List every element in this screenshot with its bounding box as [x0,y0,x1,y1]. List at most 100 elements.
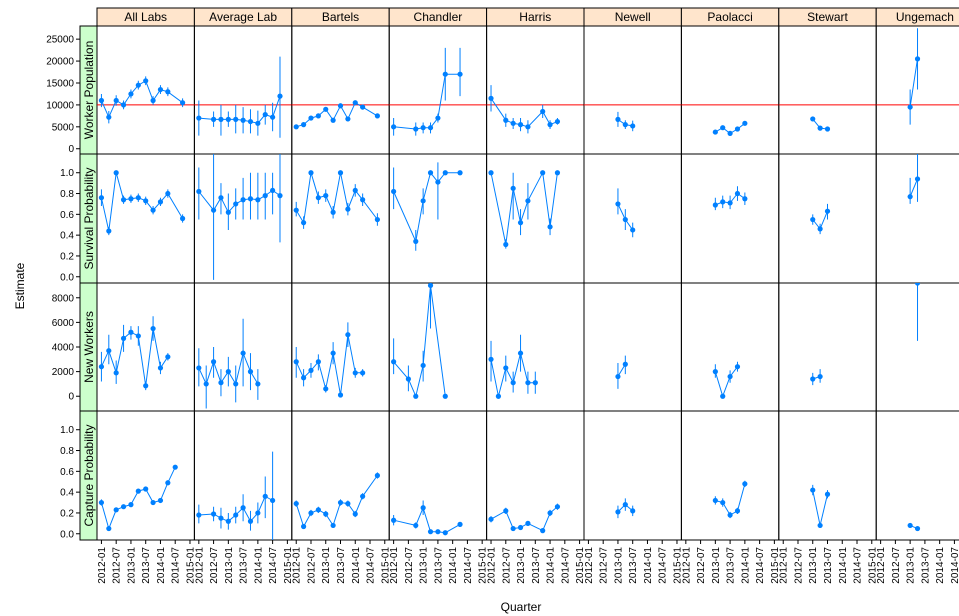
data-point [157,365,164,371]
data-point [352,511,358,517]
x-tick-label: 2013-01 [808,547,819,584]
data-point [301,220,307,226]
panel-series [196,318,261,409]
data-point [128,196,134,202]
y-tick-label: 4000 [52,343,75,354]
data-point [824,491,831,497]
data-point [165,190,171,197]
panel-frame [583,410,682,541]
series-line [198,495,273,523]
data-point [360,493,366,499]
x-tick-label: 2012-07 [404,547,415,584]
data-point [525,198,531,204]
data-point [113,507,119,513]
data-point [374,113,380,119]
panel-frame [583,25,682,155]
data-point [554,504,561,510]
panel-series [914,283,921,341]
y-tick-label: 20000 [46,57,74,68]
y-tick-label: 2000 [52,367,75,378]
x-tick-label: 2013-07 [239,547,250,584]
data-point [352,187,358,194]
x-tick-label: 2015-01 [672,547,683,584]
data-point [120,504,127,510]
x-tick-label: 2013-01 [516,547,527,584]
data-point [345,116,351,122]
data-point [503,508,509,514]
x-tick-label: 2014-01 [448,547,459,584]
data-point [240,197,246,203]
data-point [630,508,636,514]
data-point [157,497,164,504]
data-point [615,373,621,380]
data-point [810,216,816,223]
data-point [374,216,380,223]
data-point [510,525,516,532]
panel-frame [193,25,293,155]
x-tick-label: 2013-01 [126,547,137,584]
data-point [734,508,741,514]
data-point [165,89,171,95]
panel-series [293,472,380,530]
y-tick-label: 1.0 [60,425,74,436]
data-point [293,207,299,213]
data-point [240,350,246,356]
series-line [909,178,918,197]
data-point [712,202,718,208]
data-point [413,126,419,132]
y-tick-label: 0.6 [60,467,74,478]
y-tick-label: 10000 [46,100,74,111]
data-point [630,123,636,129]
data-point [532,380,538,386]
panel-series [907,154,921,204]
data-point [810,487,816,493]
y-tick-label: 25000 [46,35,74,46]
series-line [490,506,558,532]
data-point [308,115,314,121]
data-point [330,522,336,529]
data-point [495,393,502,399]
data-point [293,500,299,507]
panel-frame [778,282,877,412]
data-point [727,200,733,206]
data-point [907,522,913,529]
data-point [817,373,823,380]
panel-series [712,186,748,211]
data-point [427,125,434,131]
y-tick-label: 1.0 [60,168,74,179]
data-point [135,488,141,494]
panel-series [196,451,276,540]
data-point [172,464,178,470]
data-point [323,106,329,112]
data-point [420,362,426,369]
x-tick-label: 2014-07 [658,547,669,584]
panel-series [488,334,538,399]
data-point [301,122,307,128]
x-tick-label: 2014-01 [740,547,751,584]
strip-label: Stewart [807,10,848,24]
data-point [196,512,202,518]
data-point [293,359,299,365]
data-point [413,393,419,399]
data-point [442,530,448,536]
data-point [135,82,141,88]
data-point [233,381,239,387]
data-point [413,238,419,244]
data-point [427,283,434,289]
series-line [100,80,183,119]
panel-series [810,369,823,386]
data-point [547,224,553,230]
data-point [817,522,823,529]
data-point [323,193,329,199]
panel-series [712,480,748,519]
panel-frame [291,25,390,155]
x-tick-label: 2014-07 [366,547,377,584]
panel-series [196,56,283,138]
data-point [179,100,186,106]
data-point [128,91,134,97]
y-tick-label: 6000 [52,318,75,329]
x-tick-label: 2013-07 [433,547,444,584]
data-point [405,376,411,382]
data-point [210,511,217,517]
data-point [457,521,463,527]
